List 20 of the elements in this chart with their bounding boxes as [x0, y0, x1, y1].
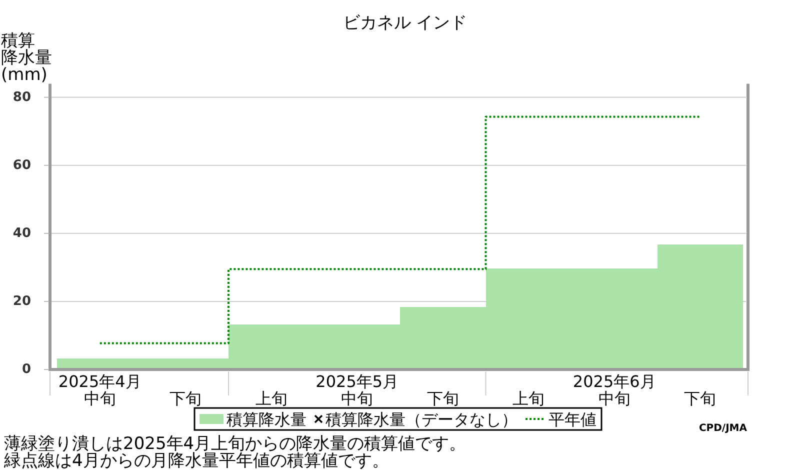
x-tick-label: 下旬 [684, 389, 716, 408]
legend-label: 積算降水量 [226, 410, 306, 429]
y-tick-label: 0 [22, 362, 31, 377]
legend-label: 積算降水量（データなし） [326, 410, 518, 429]
x-tick-label: 2025年6月中旬 [572, 372, 656, 408]
y-tick-label: 80 [12, 90, 31, 105]
legend-label: 平年値 [548, 410, 596, 429]
x-tick-label: 2025年5月中旬 [316, 372, 399, 408]
y-tick-label: 20 [12, 294, 31, 309]
x-tick-label: 下旬 [426, 389, 459, 408]
x-tick-label: 下旬 [170, 389, 202, 408]
y-tick-label: 40 [12, 226, 31, 241]
text: 緑点線は4月からの月降水量平年値の積算値です。 [3, 451, 389, 470]
y-tick-label: 60 [12, 158, 31, 173]
x-tick-label: 2025年4月中旬 [58, 372, 142, 408]
x-tick-label: 上旬 [255, 389, 288, 408]
chart-title: ビカネル インド [342, 13, 468, 33]
x-tick-label: 上旬 [512, 389, 545, 408]
text: CPD/JMA [698, 423, 748, 434]
y-axis-title: 積算降水量(mm) [1, 31, 52, 85]
